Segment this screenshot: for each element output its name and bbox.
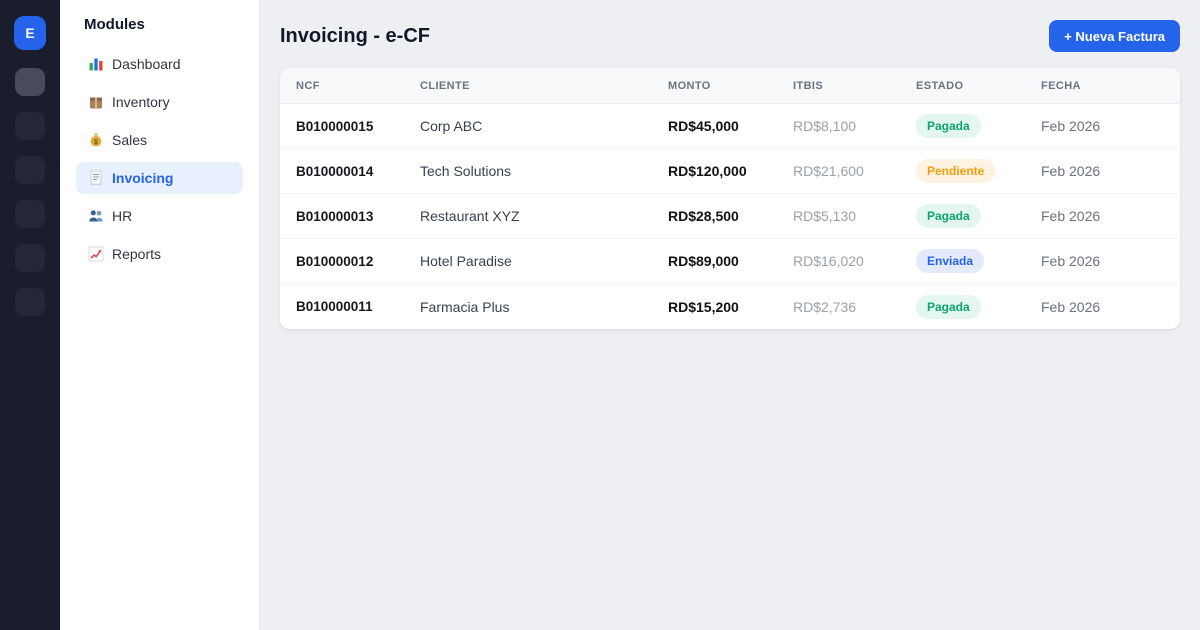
- column-header-ncf: NCF: [296, 79, 320, 92]
- cell-ncf: B010000012: [296, 253, 374, 269]
- table-row[interactable]: B010000014 Tech Solutions RD$120,000 RD$…: [280, 149, 1180, 194]
- cell-estado: Pagada: [900, 204, 1025, 228]
- rail-item-1[interactable]: [15, 68, 45, 96]
- cell-monto: RD$120,000: [668, 163, 747, 179]
- cell-cliente: Restaurant XYZ: [420, 208, 520, 224]
- column-header-itbis: ITBIS: [793, 79, 824, 92]
- status-badge: Pagada: [916, 294, 981, 319]
- cell-cliente: Corp ABC: [420, 118, 483, 134]
- page-header: Invoicing - e-CF + Nueva Factura: [280, 20, 1180, 52]
- cell-itbis: RD$21,600: [793, 163, 864, 179]
- icon-rail: E: [0, 0, 60, 630]
- cell-estado: Pendiente: [900, 159, 1025, 183]
- sidebar-item-label: Dashboard: [112, 56, 181, 72]
- table-row[interactable]: B010000011 Farmacia Plus RD$15,200 RD$2,…: [280, 284, 1180, 329]
- package-icon: [88, 94, 104, 110]
- people-icon: [88, 208, 104, 224]
- table-row[interactable]: B010000013 Restaurant XYZ RD$28,500 RD$5…: [280, 194, 1180, 239]
- cell-monto: RD$28,500: [668, 208, 739, 224]
- status-badge: Pendiente: [916, 159, 996, 183]
- main-content: Invoicing - e-CF + Nueva Factura NCF CLI…: [260, 0, 1200, 630]
- column-header-monto: MONTO: [668, 79, 711, 92]
- status-badge: Enviada: [916, 249, 985, 273]
- receipt-icon: [88, 170, 104, 186]
- new-invoice-button[interactable]: + Nueva Factura: [1049, 20, 1180, 52]
- table-row[interactable]: B010000015 Corp ABC RD$45,000 RD$8,100 P…: [280, 104, 1180, 149]
- cell-fecha: Feb 2026: [1041, 298, 1101, 315]
- cell-estado: Pagada: [900, 114, 1025, 138]
- sidebar-item-inventory[interactable]: Inventory: [76, 86, 243, 118]
- cell-monto: RD$89,000: [668, 253, 739, 269]
- cell-itbis: RD$16,020: [793, 253, 864, 269]
- cell-ncf: B010000011: [296, 299, 373, 314]
- cell-ncf: B010000013: [296, 208, 374, 224]
- cell-ncf: B010000014: [296, 163, 374, 179]
- sidebar-heading: Modules: [84, 16, 145, 33]
- chart-up-icon: [88, 246, 104, 262]
- cell-cliente: Tech Solutions: [420, 163, 512, 179]
- cell-itbis: RD$8,100: [793, 118, 857, 134]
- cell-itbis: RD$5,130: [793, 208, 857, 224]
- rail-item-3[interactable]: [15, 156, 45, 184]
- table-header-row: NCF CLIENTE MONTO ITBIS ESTADO FECHA: [280, 68, 1180, 104]
- rail-item-2[interactable]: [15, 112, 45, 140]
- cell-monto: RD$15,200: [668, 298, 739, 315]
- sidebar-item-invoicing[interactable]: Invoicing: [76, 162, 243, 194]
- column-header-fecha: FECHA: [1041, 79, 1081, 92]
- sidebar-item-hr[interactable]: HR: [76, 200, 243, 232]
- cell-fecha: Feb 2026: [1041, 163, 1101, 179]
- status-badge: Pagada: [916, 114, 981, 138]
- cell-fecha: Feb 2026: [1041, 253, 1101, 269]
- sidebar-item-label: HR: [112, 208, 133, 224]
- status-badge: Pagada: [916, 204, 981, 228]
- app-logo[interactable]: E: [14, 16, 46, 50]
- cell-cliente: Hotel Paradise: [420, 253, 512, 269]
- sidebar-item-label: Reports: [112, 246, 162, 262]
- cell-cliente: Farmacia Plus: [420, 298, 510, 315]
- column-header-estado: ESTADO: [916, 79, 964, 92]
- sidebar-item-label: Invoicing: [112, 170, 174, 186]
- bar-chart-icon: [88, 56, 104, 72]
- modules-sidebar: Modules Dashboard Inventory $ Sales Invo…: [60, 0, 260, 630]
- sidebar-item-reports[interactable]: Reports: [76, 238, 243, 270]
- rail-item-5[interactable]: [15, 244, 45, 272]
- cell-estado: Enviada: [900, 249, 1025, 273]
- modules-nav: Dashboard Inventory $ Sales Invoicing HR: [60, 48, 259, 270]
- column-header-cliente: CLIENTE: [420, 79, 470, 92]
- sidebar-item-sales[interactable]: $ Sales: [76, 124, 243, 156]
- cell-estado: Pagada: [900, 294, 1025, 319]
- cell-ncf: B010000015: [296, 118, 374, 134]
- sidebar-item-label: Inventory: [112, 94, 170, 110]
- cell-fecha: Feb 2026: [1041, 118, 1101, 134]
- cell-monto: RD$45,000: [668, 118, 739, 134]
- svg-text:$: $: [94, 137, 99, 146]
- cell-itbis: RD$2,736: [793, 298, 857, 315]
- table-row[interactable]: B010000012 Hotel Paradise RD$89,000 RD$1…: [280, 239, 1180, 284]
- rail-item-6[interactable]: [15, 288, 45, 316]
- sidebar-item-dashboard[interactable]: Dashboard: [76, 48, 243, 80]
- sidebar-item-label: Sales: [112, 132, 148, 148]
- money-bag-icon: $: [88, 132, 104, 148]
- rail-item-4[interactable]: [15, 200, 45, 228]
- cell-fecha: Feb 2026: [1041, 208, 1101, 224]
- invoices-table: NCF CLIENTE MONTO ITBIS ESTADO FECHA B01…: [280, 68, 1180, 329]
- page-title: Invoicing - e-CF: [280, 24, 430, 47]
